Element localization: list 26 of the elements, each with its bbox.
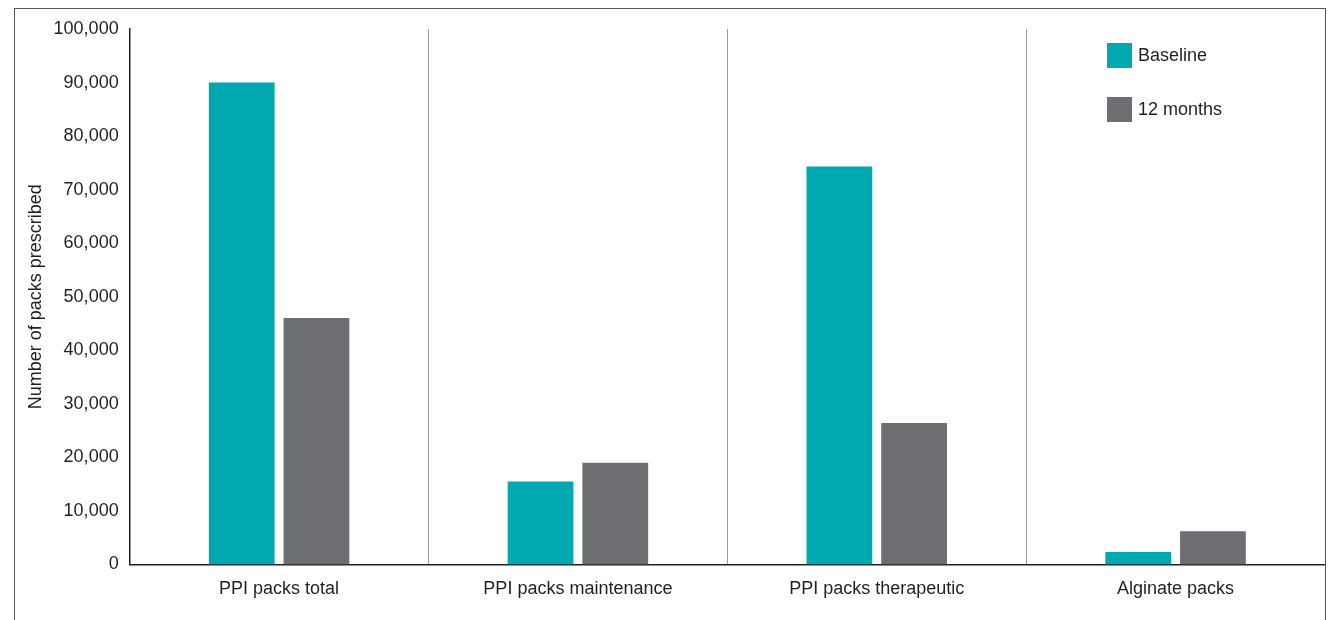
y-tick-label: 40,000 <box>63 339 119 360</box>
y-tick-label: 20,000 <box>63 446 119 467</box>
y-tick-label: 60,000 <box>63 232 119 253</box>
x-tick-label: PPI packs therapeutic <box>789 578 965 599</box>
bar <box>208 82 275 565</box>
y-tick-label: 0 <box>108 553 119 574</box>
y-tick-label: 90,000 <box>63 71 119 92</box>
y-tick-label: 70,000 <box>63 178 119 199</box>
bar <box>283 318 350 565</box>
x-tick-label: Alginate packs <box>1117 578 1235 599</box>
y-axis-title: Number of packs prescribed <box>24 184 45 410</box>
x-tick-label: PPI packs total <box>219 578 340 599</box>
bar <box>507 481 574 565</box>
bar <box>881 423 947 565</box>
bar <box>806 166 873 565</box>
y-tick-label: 80,000 <box>63 125 119 146</box>
bar <box>1180 531 1246 565</box>
y-tick-label: 100,000 <box>53 17 119 38</box>
bar <box>1105 552 1172 565</box>
y-tick-label: 10,000 <box>63 499 119 520</box>
bar <box>582 462 649 565</box>
y-tick-label: 30,000 <box>63 392 119 413</box>
x-tick-label: PPI packs maintenance <box>483 578 673 599</box>
y-tick-label: 50,000 <box>63 285 119 306</box>
legend-label: 12 months <box>1138 98 1223 119</box>
legend-label: Baseline <box>1138 44 1208 65</box>
